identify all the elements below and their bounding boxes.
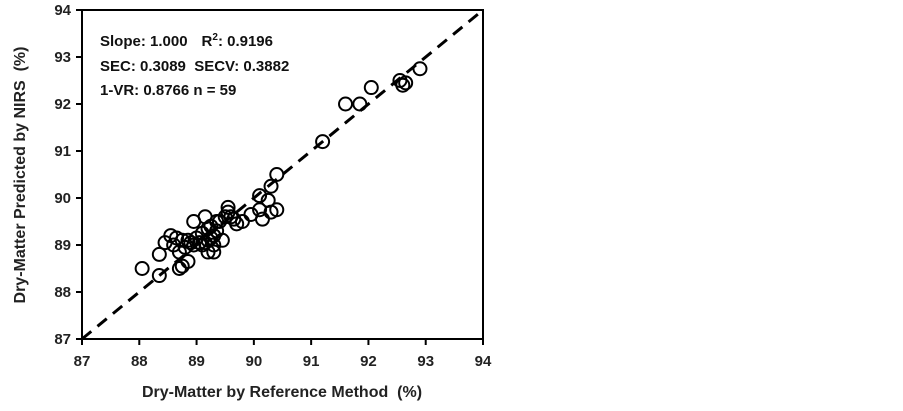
data-point [151,268,167,284]
data-point [252,202,268,218]
x-tick-label: 90 [246,353,263,370]
data-point [206,244,222,260]
x-tick-label: 92 [360,353,377,370]
y-axis-ticks: 87 88 89 90 91 92 93 94 [54,2,82,348]
x-tick-label: 91 [303,353,320,370]
data-points [134,61,428,284]
y-tick-label: 87 [54,331,71,348]
data-point [134,261,150,276]
data-point [252,188,268,204]
stats-line-2: SEC: 0.3089 SECV: 0.3882 [100,58,289,75]
y-tick-label: 93 [54,49,71,66]
data-point [151,246,167,262]
data-point [214,232,230,248]
x-tick-label: 88 [131,353,148,370]
data-point [269,167,285,182]
data-point [315,134,331,150]
x-tick-label: 93 [417,353,434,370]
x-tick-label: 87 [74,353,91,370]
data-point [352,96,368,112]
stats-r2-value: : 0.9196 [218,33,273,50]
y-tick-label: 91 [54,143,71,160]
x-tick-label: 89 [188,353,205,370]
data-point [338,96,354,112]
stats-r-superscript: 2 [212,32,218,43]
data-point [220,199,236,215]
y-tick-label: 92 [54,96,71,113]
data-point [412,61,428,77]
plot-frame [81,9,484,340]
x-axis-ticks: 87 88 89 90 91 92 93 94 [74,339,492,370]
y-tick-label: 94 [54,2,71,19]
data-point [398,75,414,91]
y-tick-label: 90 [54,190,71,207]
stats-r-label: R [202,33,213,50]
reference-line-1to1 [81,8,484,341]
stats-line-3: 1-VR: 0.8766 n = 59 [100,82,236,99]
x-tick-label: 94 [475,353,492,370]
x-axis-title: Dry-Matter by Reference Method (%) [142,384,422,401]
data-point [395,77,411,93]
data-point [363,80,379,96]
stats-line-1: Slope: 1.000 R2: 0.9196 [100,32,273,50]
stats-box: Slope: 1.000 R2: 0.9196 SEC: 0.3089 SECV:… [100,32,289,99]
data-point [206,237,222,253]
y-tick-label: 88 [54,284,71,301]
stats-slope: Slope: 1.000 [100,33,188,50]
y-axis-title: Dry-Matter Predicted by NIRS (%) [12,47,29,304]
data-point [180,253,196,269]
data-point [234,214,250,229]
y-tick-label: 89 [54,237,71,254]
data-point [269,202,285,218]
data-point [263,178,279,194]
